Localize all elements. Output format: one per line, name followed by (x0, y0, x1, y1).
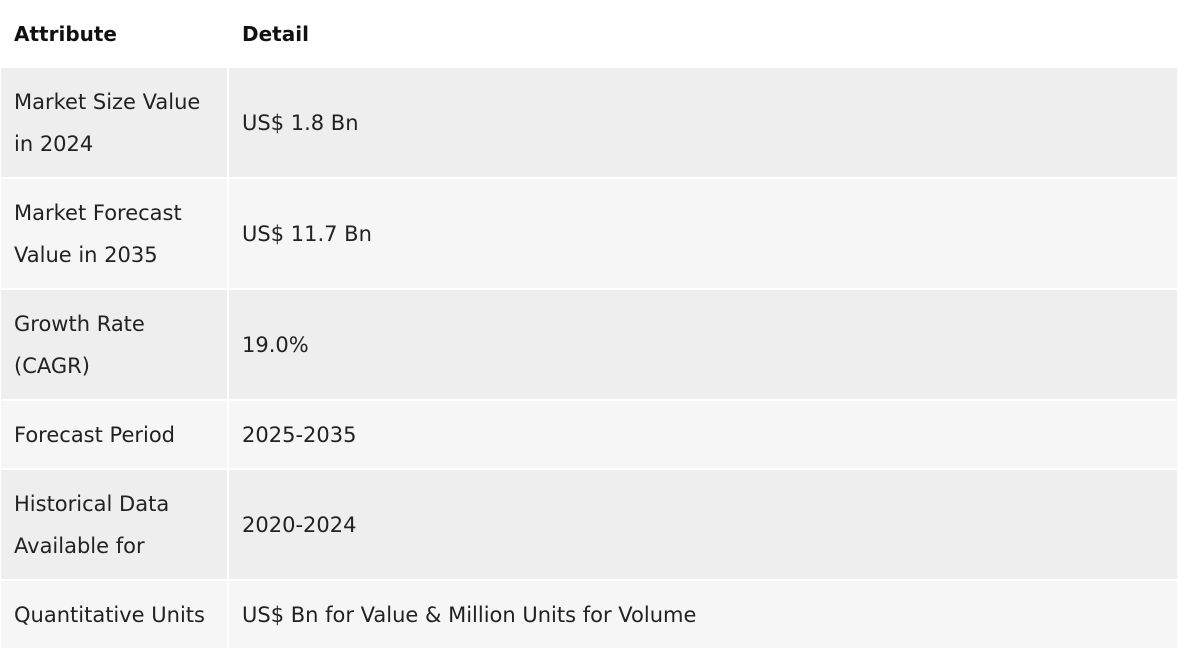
attribute-cell: Market Size Value in 2024 (1, 68, 227, 177)
table-row: Market Size Value in 2024 US$ 1.8 Bn (1, 68, 1177, 177)
attribute-cell: Historical Data Available for (1, 470, 227, 579)
table-row: Quantitative Units US$ Bn for Value & Mi… (1, 581, 1177, 648)
attribute-column-header: Attribute (1, 2, 227, 66)
detail-cell: 2025-2035 (229, 401, 1177, 468)
table-row: Forecast Period 2025-2035 (1, 401, 1177, 468)
attribute-cell: Growth Rate (CAGR) (1, 290, 227, 399)
detail-cell: 2020-2024 (229, 470, 1177, 579)
table-row: Market Forecast Value in 2035 US$ 11.7 B… (1, 179, 1177, 288)
table-row: Historical Data Available for 2020-2024 (1, 470, 1177, 579)
detail-cell: US$ 1.8 Bn (229, 68, 1177, 177)
detail-cell: US$ 11.7 Bn (229, 179, 1177, 288)
attribute-cell: Market Forecast Value in 2035 (1, 179, 227, 288)
table-row: Growth Rate (CAGR) 19.0% (1, 290, 1177, 399)
attribute-cell: Forecast Period (1, 401, 227, 468)
detail-cell: US$ Bn for Value & Million Units for Vol… (229, 581, 1177, 648)
attribute-cell: Quantitative Units (1, 581, 227, 648)
table-header-row: Attribute Detail (1, 2, 1177, 66)
detail-column-header: Detail (229, 2, 1177, 66)
detail-cell: 19.0% (229, 290, 1177, 399)
